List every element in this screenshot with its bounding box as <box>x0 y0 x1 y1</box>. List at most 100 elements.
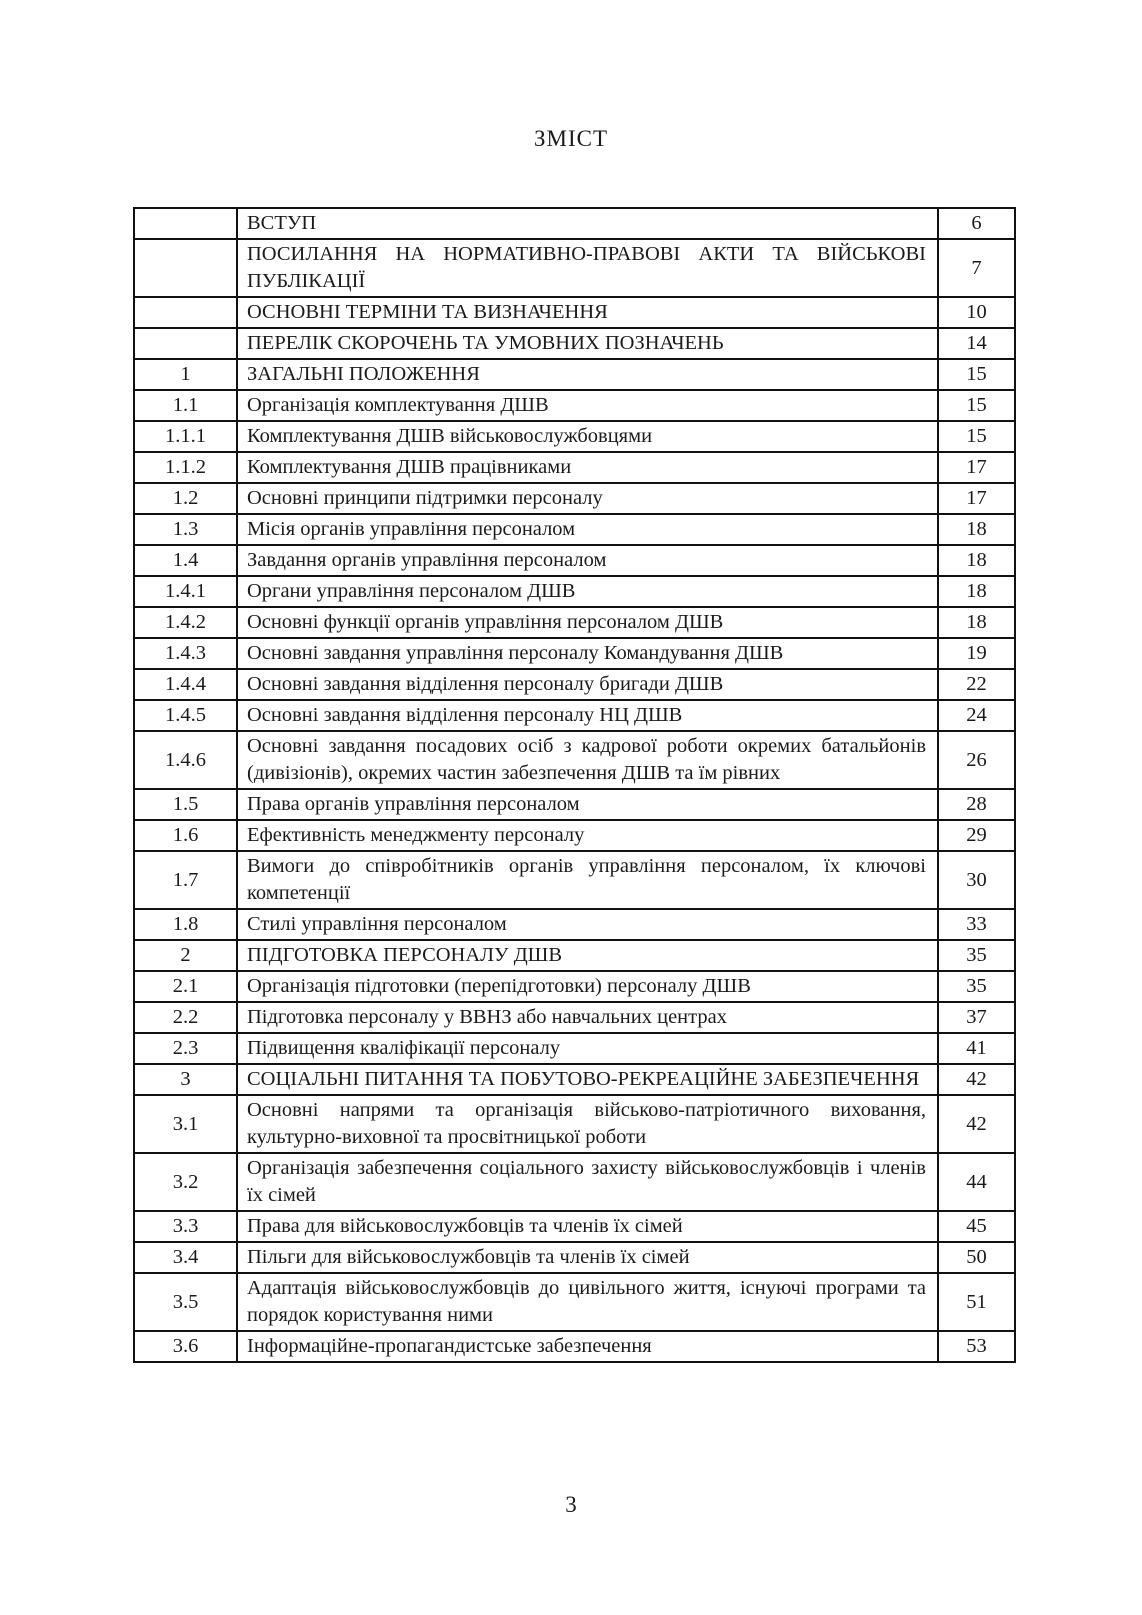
toc-row-title: Підготовка персоналу у ВВНЗ або навчальн… <box>236 1001 939 1034</box>
toc-body: ВСТУП 6 ПОСИЛАННЯ НА НОРМАТИВНО-ПРАВОВІ … <box>133 207 1016 1363</box>
toc-row: 1.4.5 Основні завдання відділення персон… <box>133 699 1016 732</box>
toc-row-number: 2.2 <box>133 1001 238 1034</box>
toc-row-number <box>133 327 238 360</box>
toc-row-number: 2.1 <box>133 970 238 1003</box>
toc-row-page: 7 <box>937 238 1016 298</box>
toc-row-page: 24 <box>937 699 1016 732</box>
toc-row: 1.4.2 Основні функції органів управління… <box>133 606 1016 639</box>
toc-row-page: 33 <box>937 908 1016 941</box>
toc-row: 3.1 Основні напрями та організація війсь… <box>133 1094 1016 1154</box>
toc-row-title: Основні завдання управління персоналу Ко… <box>236 637 939 670</box>
toc-row-number: 1.5 <box>133 788 238 821</box>
toc-row-page: 6 <box>937 207 1016 240</box>
toc-row: 1.3 Місія органів управління персоналом … <box>133 513 1016 546</box>
toc-table: ВСТУП 6 ПОСИЛАННЯ НА НОРМАТИВНО-ПРАВОВІ … <box>133 207 1016 1363</box>
toc-row-title: Стилі управління персоналом <box>236 908 939 941</box>
toc-row-page: 30 <box>937 850 1016 910</box>
toc-row-page: 50 <box>937 1241 1016 1274</box>
toc-row-title: СОЦІАЛЬНІ ПИТАННЯ ТА ПОБУТОВО-РЕКРЕАЦІЙН… <box>236 1063 939 1096</box>
toc-row-title: ВСТУП <box>236 207 939 240</box>
toc-row-title: Основні завдання відділення персоналу бр… <box>236 668 939 701</box>
toc-row-number: 1.4.4 <box>133 668 238 701</box>
toc-row-page: 37 <box>937 1001 1016 1034</box>
toc-row-number: 3.1 <box>133 1094 238 1154</box>
toc-row-number: 1.4.3 <box>133 637 238 670</box>
toc-row-page: 35 <box>937 970 1016 1003</box>
toc-row-number: 1.1.1 <box>133 420 238 453</box>
toc-row: 1.1.2 Комплектування ДШВ працівниками 17 <box>133 451 1016 484</box>
toc-row-title: Основні функції органів управління персо… <box>236 606 939 639</box>
toc-row-title: Основні завдання відділення персоналу НЦ… <box>236 699 939 732</box>
toc-row: 1.2 Основні принципи підтримки персоналу… <box>133 482 1016 515</box>
toc-row: 1.5 Права органів управління персоналом … <box>133 788 1016 821</box>
toc-row-number: 3.6 <box>133 1330 238 1363</box>
toc-row-page: 17 <box>937 451 1016 484</box>
toc-row-page: 26 <box>937 730 1016 790</box>
toc-row-page: 18 <box>937 606 1016 639</box>
toc-row-title: Організація забезпечення соціального зах… <box>236 1152 939 1212</box>
toc-row-page: 14 <box>937 327 1016 360</box>
toc-row: 1.4.3 Основні завдання управління персон… <box>133 637 1016 670</box>
toc-row-title: Завдання органів управління персоналом <box>236 544 939 577</box>
toc-row-title: ПОСИЛАННЯ НА НОРМАТИВНО-ПРАВОВІ АКТИ ТА … <box>236 238 939 298</box>
toc-row-page: 15 <box>937 358 1016 391</box>
toc-row: 2.2 Підготовка персоналу у ВВНЗ або навч… <box>133 1001 1016 1034</box>
toc-row-title: Основні завдання посадових осіб з кадров… <box>236 730 939 790</box>
toc-row-title: Пільги для військовослужбовців та членів… <box>236 1241 939 1274</box>
toc-row-title: Інформаційне-пропагандистське забезпечен… <box>236 1330 939 1363</box>
toc-row-number: 1.4 <box>133 544 238 577</box>
toc-row: ПОСИЛАННЯ НА НОРМАТИВНО-ПРАВОВІ АКТИ ТА … <box>133 238 1016 298</box>
toc-row-page: 53 <box>937 1330 1016 1363</box>
toc-row-number: 3.4 <box>133 1241 238 1274</box>
toc-row: 2 ПІДГОТОВКА ПЕРСОНАЛУ ДШВ 35 <box>133 939 1016 972</box>
toc-row-number <box>133 296 238 329</box>
toc-row-page: 17 <box>937 482 1016 515</box>
toc-row: 1.4.4 Основні завдання відділення персон… <box>133 668 1016 701</box>
toc-row-number <box>133 207 238 240</box>
toc-row-title: Ефективність менеджменту персоналу <box>236 819 939 852</box>
toc-row-page: 18 <box>937 544 1016 577</box>
toc-row: ВСТУП 6 <box>133 207 1016 240</box>
toc-row-page: 28 <box>937 788 1016 821</box>
toc-row-page: 15 <box>937 389 1016 422</box>
toc-row-page: 51 <box>937 1272 1016 1332</box>
toc-row-title: ПЕРЕЛІК СКОРОЧЕНЬ ТА УМОВНИХ ПОЗНАЧЕНЬ <box>236 327 939 360</box>
toc-row-title: Права органів управління персоналом <box>236 788 939 821</box>
toc-row-page: 45 <box>937 1210 1016 1243</box>
toc-row-page: 42 <box>937 1094 1016 1154</box>
toc-row-title: Вимоги до співробітників органів управлі… <box>236 850 939 910</box>
toc-row: 1.1 Організація комплектування ДШВ 15 <box>133 389 1016 422</box>
toc-row-number: 1.4.2 <box>133 606 238 639</box>
toc-row: 1.7 Вимоги до співробітників органів упр… <box>133 850 1016 910</box>
toc-row-page: 29 <box>937 819 1016 852</box>
toc-row: 1.6 Ефективність менеджменту персоналу 2… <box>133 819 1016 852</box>
toc-row-title: ОСНОВНІ ТЕРМІНИ ТА ВИЗНАЧЕННЯ <box>236 296 939 329</box>
toc-row: 1.4.6 Основні завдання посадових осіб з … <box>133 730 1016 790</box>
toc-row-number: 1.6 <box>133 819 238 852</box>
toc-row: 3.3 Права для військовослужбовців та чле… <box>133 1210 1016 1243</box>
document-title: ЗМІСТ <box>533 126 609 151</box>
toc-row-number: 2.3 <box>133 1032 238 1065</box>
toc-row: 1.8 Стилі управління персоналом 33 <box>133 908 1016 941</box>
toc-row-title: Підвищення кваліфікації персоналу <box>236 1032 939 1065</box>
toc-row-number: 1.3 <box>133 513 238 546</box>
toc-row-title: ЗАГАЛЬНІ ПОЛОЖЕННЯ <box>236 358 939 391</box>
toc-row-title: Адаптація військовослужбовців до цивільн… <box>236 1272 939 1332</box>
toc-row-number: 3.3 <box>133 1210 238 1243</box>
toc-row-number: 1.1 <box>133 389 238 422</box>
toc-row-page: 42 <box>937 1063 1016 1096</box>
toc-row: ПЕРЕЛІК СКОРОЧЕНЬ ТА УМОВНИХ ПОЗНАЧЕНЬ 1… <box>133 327 1016 360</box>
toc-row-number: 1 <box>133 358 238 391</box>
toc-row: 1.1.1 Комплектування ДШВ військовослужбо… <box>133 420 1016 453</box>
toc-row: ОСНОВНІ ТЕРМІНИ ТА ВИЗНАЧЕННЯ 10 <box>133 296 1016 329</box>
toc-row: 1.4 Завдання органів управління персонал… <box>133 544 1016 577</box>
toc-row: 3.5 Адаптація військовослужбовців до цив… <box>133 1272 1016 1332</box>
toc-row-page: 41 <box>937 1032 1016 1065</box>
toc-row-number: 1.4.6 <box>133 730 238 790</box>
toc-row: 3.2 Організація забезпечення соціального… <box>133 1152 1016 1212</box>
toc-row-number: 3.2 <box>133 1152 238 1212</box>
toc-row-number <box>133 238 238 298</box>
toc-row-title: Місія органів управління персоналом <box>236 513 939 546</box>
toc-row-title: Органи управління персоналом ДШВ <box>236 575 939 608</box>
